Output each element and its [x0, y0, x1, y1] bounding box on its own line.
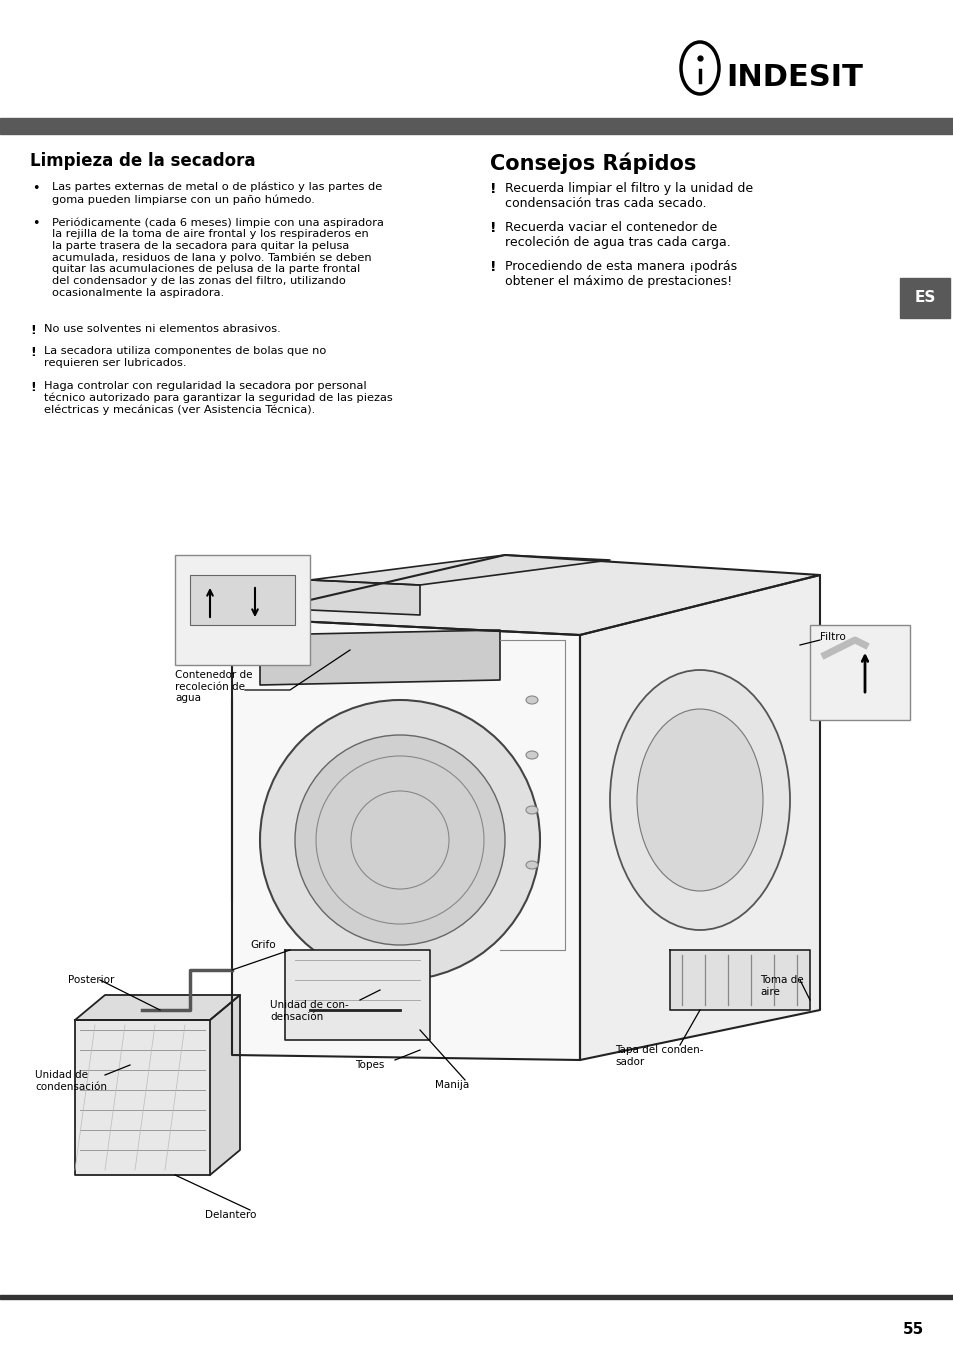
Text: Tapa del conden-
sador: Tapa del conden- sador [615, 1045, 702, 1066]
Bar [0, 1295, 953, 1299]
Text: Unidad de con-
densación: Unidad de con- densación [270, 1000, 349, 1022]
Text: Manija: Manija [435, 1080, 469, 1089]
Polygon shape [260, 630, 499, 684]
Polygon shape [310, 555, 609, 585]
Ellipse shape [637, 709, 762, 891]
Text: ES: ES [913, 290, 935, 305]
Ellipse shape [260, 701, 539, 980]
Text: Unidad de
condensación: Unidad de condensación [35, 1071, 107, 1092]
Text: 55: 55 [902, 1323, 923, 1338]
Text: !: ! [490, 182, 496, 196]
Text: !: ! [490, 221, 496, 235]
Polygon shape [232, 555, 820, 634]
Polygon shape [190, 575, 294, 625]
Ellipse shape [609, 670, 789, 930]
Bar [174, 555, 310, 666]
Text: Las partes externas de metal o de plástico y las partes de
goma pueden limpiarse: Las partes externas de metal o de plásti… [52, 182, 382, 205]
Text: INDESIT: INDESIT [725, 63, 862, 93]
Text: Toma de
aire: Toma de aire [760, 975, 802, 996]
Text: Grifo: Grifo [250, 940, 275, 950]
Text: Topes: Topes [355, 1060, 384, 1071]
Text: Recuerda vaciar el contenedor de
recoleción de agua tras cada carga.: Recuerda vaciar el contenedor de recolec… [504, 221, 730, 248]
Ellipse shape [294, 734, 504, 945]
Polygon shape [210, 995, 240, 1174]
Text: Recuerda limpiar el filtro y la unidad de
condensación tras cada secado.: Recuerda limpiar el filtro y la unidad d… [504, 182, 752, 211]
Polygon shape [232, 618, 579, 1060]
Text: !: ! [30, 346, 35, 359]
Text: Periódicamente (cada 6 meses) limpie con una aspiradora
la rejilla de la toma de: Periódicamente (cada 6 meses) limpie con… [52, 217, 383, 298]
Ellipse shape [525, 861, 537, 869]
Ellipse shape [525, 697, 537, 703]
Text: !: ! [30, 324, 35, 338]
Polygon shape [310, 580, 419, 616]
Text: Limpieza de la secadora: Limpieza de la secadora [30, 153, 255, 170]
Text: Consejos Rápidos: Consejos Rápidos [490, 153, 696, 174]
Bar [809, 625, 909, 720]
Ellipse shape [525, 751, 537, 759]
Polygon shape [285, 950, 430, 1040]
Ellipse shape [525, 806, 537, 814]
Text: !: ! [30, 381, 35, 394]
Text: !: ! [490, 261, 496, 274]
Text: Procediendo de esta manera ¡podrás
obtener el máximo de prestaciones!: Procediendo de esta manera ¡podrás obten… [504, 261, 737, 288]
Text: Haga controlar con regularidad la secadora por personal
técnico autorizado para : Haga controlar con regularidad la secado… [44, 381, 393, 416]
Polygon shape [75, 995, 240, 1021]
Polygon shape [579, 575, 820, 1060]
Text: Posterior: Posterior [68, 975, 114, 985]
Ellipse shape [680, 42, 719, 95]
Bar [0, 117, 953, 134]
Text: No use solventes ni elementos abrasivos.: No use solventes ni elementos abrasivos. [44, 324, 280, 335]
Text: •: • [32, 182, 39, 194]
Bar [899, 278, 949, 319]
Text: Delantero: Delantero [205, 1210, 256, 1220]
Text: Contenedor de
recoleción de
agua: Contenedor de recoleción de agua [174, 670, 253, 703]
Text: Filtro: Filtro [820, 632, 845, 643]
Polygon shape [75, 1021, 210, 1174]
Text: •: • [32, 217, 39, 230]
Polygon shape [669, 950, 809, 1010]
Text: La secadora utiliza componentes de bolas que no
requieren ser lubricados.: La secadora utiliza componentes de bolas… [44, 346, 326, 367]
